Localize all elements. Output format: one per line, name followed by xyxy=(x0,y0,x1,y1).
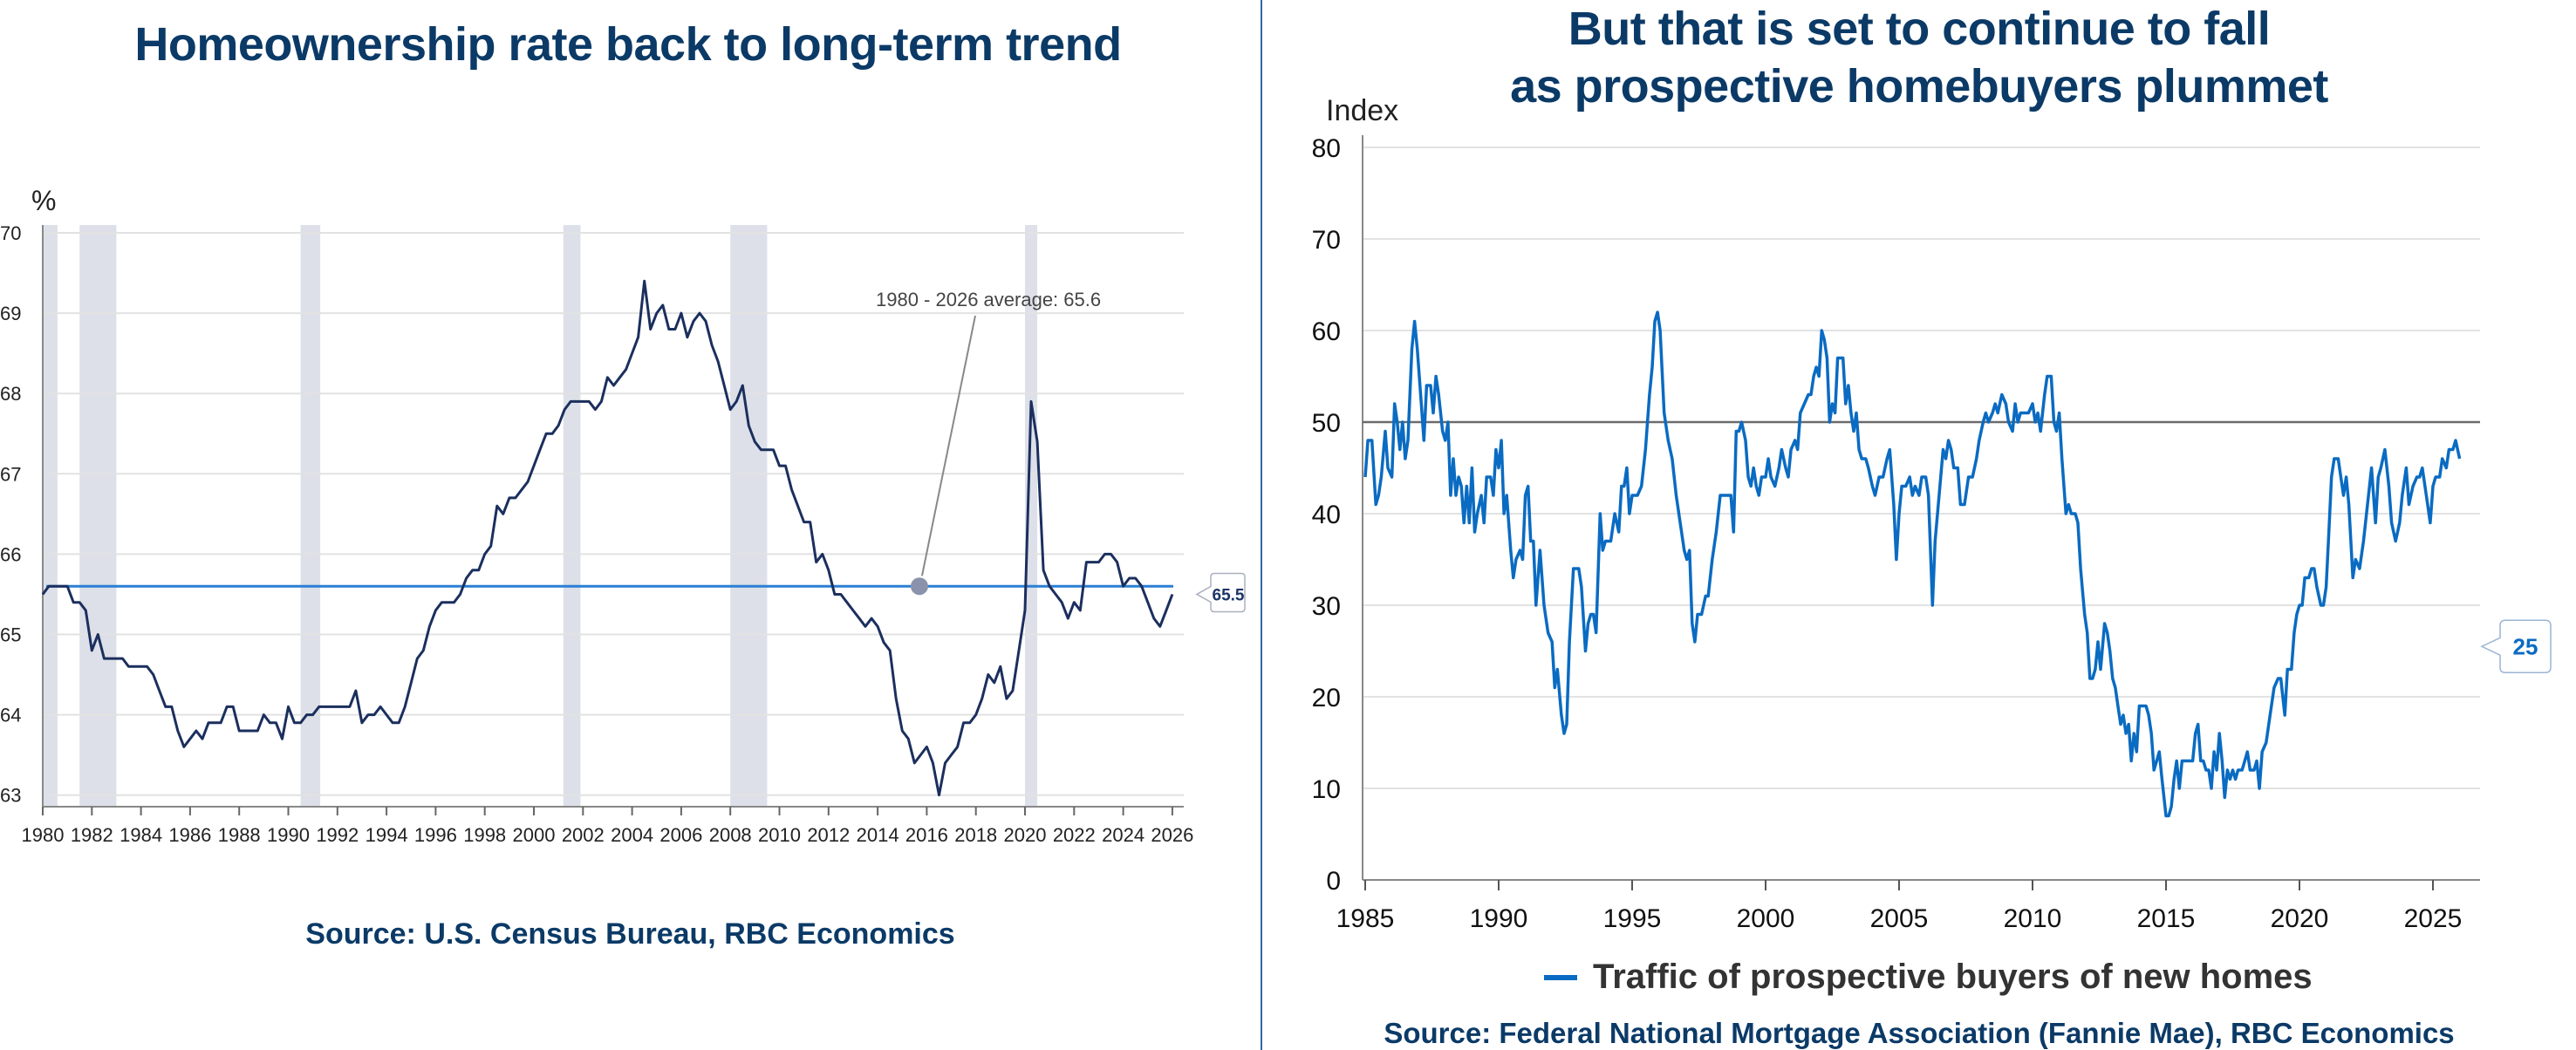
x-tick-label: 2006 xyxy=(659,824,702,846)
recession-band xyxy=(563,225,581,807)
x-tick-label: 1990 xyxy=(1470,904,1528,933)
annotation-marker xyxy=(910,577,928,596)
x-tick-label: 1982 xyxy=(71,824,113,846)
x-tick-label: 1996 xyxy=(414,824,457,846)
y-tick-label: 69 xyxy=(0,303,21,324)
x-tick-label: 2022 xyxy=(1053,824,1096,846)
x-tick-label: 1990 xyxy=(267,824,310,846)
x-tick-label: 1980 xyxy=(22,824,65,846)
x-tick-label: 1994 xyxy=(366,824,408,846)
x-tick-label: 2018 xyxy=(954,824,997,846)
right-chart-title-line1: But that is set to continue to fall xyxy=(1568,3,2271,55)
x-tick-label: 2004 xyxy=(611,824,653,846)
y-tick-label: 67 xyxy=(0,463,21,485)
recession-band xyxy=(300,225,321,807)
annotation-leader xyxy=(920,315,976,576)
x-tick-label: 2014 xyxy=(857,824,899,846)
x-tick-label: 2025 xyxy=(2404,904,2463,933)
right-chart-legend: Traffic of prospective buyers of new hom… xyxy=(1544,958,2313,997)
left-chart-title: Homeownership rate back to long-term tre… xyxy=(134,18,1122,71)
recession-band xyxy=(43,225,58,807)
legend-label: Traffic of prospective buyers of new hom… xyxy=(1593,958,2313,996)
x-tick-label: 1984 xyxy=(120,824,162,846)
x-tick-label: 2024 xyxy=(1102,824,1145,846)
y-tick-label: 63 xyxy=(0,785,21,807)
y-tick-label: 30 xyxy=(1312,592,1341,621)
end-value-label: 25 xyxy=(2513,633,2538,659)
x-tick-label: 2020 xyxy=(2271,904,2329,933)
y-tick-label: 66 xyxy=(0,543,21,565)
right-chart: 0 10 20 30 40 50 60 70 80 1985 1990 1995 2000 2005 201… xyxy=(1312,134,2552,933)
recession-band xyxy=(79,225,117,807)
y-tick-label: 10 xyxy=(1312,775,1341,804)
end-value-callout xyxy=(1195,572,1246,613)
homeownership-line xyxy=(41,279,1174,797)
x-tick-label: 1985 xyxy=(1336,904,1395,933)
left-source: Source: U.S. Census Bureau, RBC Economic… xyxy=(305,917,955,951)
y-tick-label: 40 xyxy=(1312,501,1341,529)
y-tick-label: 70 xyxy=(0,222,21,244)
left-unit-label: % xyxy=(31,185,57,216)
y-tick-label: 64 xyxy=(0,705,21,726)
annotation-text: 1980 - 2026 average: 65.6 xyxy=(876,289,1101,310)
y-tick-label: 20 xyxy=(1312,684,1341,712)
x-tick-label: 1998 xyxy=(463,824,506,846)
x-tick-label: 2020 xyxy=(1004,824,1047,846)
right-source: Source: Federal National Mortgage Associ… xyxy=(1384,1017,2455,1049)
x-tick-label: 2000 xyxy=(513,824,556,846)
right-unit-label: Index xyxy=(1326,94,1399,127)
recession-band xyxy=(1025,225,1038,807)
x-tick-label: 2000 xyxy=(1737,904,1795,933)
y-tick-label: 60 xyxy=(1312,317,1341,346)
right-chart-title-line2: as prospective homebuyers plummet xyxy=(1510,60,2328,112)
x-tick-label: 2015 xyxy=(2137,904,2196,933)
y-tick-label: 80 xyxy=(1312,134,1341,163)
x-tick-label: 2002 xyxy=(562,824,605,846)
y-tick-label: 65 xyxy=(0,624,21,646)
x-tick-label: 2005 xyxy=(1870,904,1929,933)
x-tick-label: 2010 xyxy=(758,824,801,846)
panel-divider xyxy=(1261,0,1262,1050)
x-tick-label: 1995 xyxy=(1603,904,1662,933)
x-tick-label: 2026 xyxy=(1151,824,1193,846)
x-tick-label: 2016 xyxy=(905,824,948,846)
y-tick-label: 70 xyxy=(1312,226,1341,255)
x-tick-label: 2010 xyxy=(2004,904,2062,933)
right-chart-title: But that is set to continue to fall as p… xyxy=(1282,0,2556,115)
y-tick-label: 50 xyxy=(1312,409,1341,438)
legend-swatch xyxy=(1544,974,1577,980)
x-tick-label: 2008 xyxy=(709,824,752,846)
x-tick-label: 1988 xyxy=(218,824,261,846)
y-tick-label: 0 xyxy=(1326,867,1341,896)
left-chart: 63 64 65 66 67 68 69 70 1980 1982 1984 1986 1988 1990… xyxy=(0,222,1246,846)
x-tick-label: 1992 xyxy=(316,824,359,846)
x-tick-label: 1986 xyxy=(168,824,211,846)
end-value-callout xyxy=(2480,619,2552,673)
end-value-label: 65.5 xyxy=(1213,586,1245,604)
traffic-line xyxy=(1363,310,2462,818)
y-tick-label: 68 xyxy=(0,383,21,405)
x-tick-label: 2012 xyxy=(807,824,850,846)
recession-band xyxy=(730,225,768,807)
